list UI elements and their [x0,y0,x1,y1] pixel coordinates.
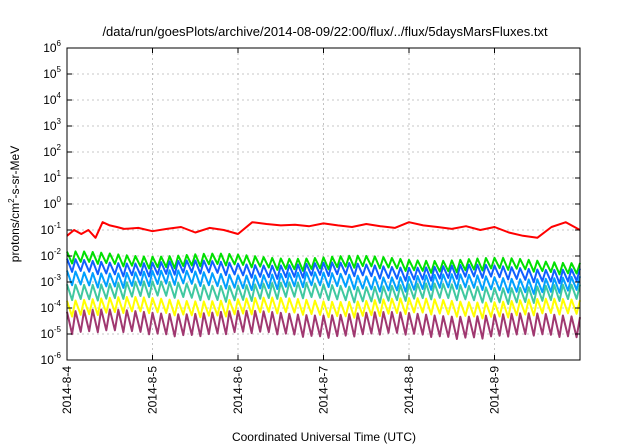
series-line-3 [66,258,581,285]
series-line-2 [66,250,581,276]
y-tick-exp: -5 [54,325,62,334]
y-tick-base: 10 [43,145,57,159]
y-tick-base: 10 [43,41,57,55]
y-tick-base: 10 [41,327,55,341]
y-tick-label: 100 [43,195,61,211]
y-tick-label: 105 [43,65,61,81]
y-tick-label: 10-6 [41,351,62,367]
x-tick-label: 2014-8-5 [146,366,160,414]
series-line-4 [66,269,581,295]
x-tick-label: 2014-8-9 [488,366,502,414]
y-tick-exp: -1 [54,221,62,230]
y-tick-label: 10-3 [41,273,62,289]
y-axis-label-rest: -s-sr-MeV [8,146,22,199]
y-tick-label: 106 [43,39,61,55]
y-tick-exp: 6 [57,39,62,48]
series-line-6 [66,296,581,320]
y-axis-label: protons/cm2-s-sr-MeV [7,146,22,262]
y-axis-label-sup: 2 [7,198,16,203]
y-tick-base: 10 [41,275,55,289]
y-tick-base: 10 [41,301,55,315]
chart-title: /data/run/goesPlots/archive/2014-08-09/2… [102,24,548,39]
series-line-7 [66,308,581,340]
y-tick-base: 10 [43,171,57,185]
y-tick-exp: -4 [54,299,62,308]
y-tick-label: 10-2 [41,247,62,263]
y-axis-ticks: 10-610-510-410-310-210-11001011021031041… [41,39,580,367]
y-tick-exp: -2 [54,247,62,256]
y-tick-label: 10-1 [41,221,62,237]
series-line-5 [66,280,581,305]
y-tick-base: 10 [43,67,57,81]
y-tick-exp: 3 [57,117,62,126]
y-tick-exp: 2 [57,143,62,152]
y-tick-exp: 5 [57,65,62,74]
y-axis-label-base: protons/cm [8,203,22,262]
x-tick-label: 2014-8-8 [402,366,416,414]
y-tick-base: 10 [41,353,55,367]
y-tick-exp: -6 [54,351,62,360]
y-tick-label: 101 [43,169,61,185]
y-tick-base: 10 [43,119,57,133]
y-tick-base: 10 [43,197,57,211]
y-tick-exp: 1 [57,169,62,178]
series-group [66,221,581,340]
series-line-1 [66,221,581,239]
y-tick-exp: 4 [57,91,62,100]
y-tick-exp: 0 [57,195,62,204]
x-axis-label: Coordinated Universal Time (UTC) [232,430,416,444]
x-tick-label: 2014-8-6 [231,366,245,414]
y-tick-base: 10 [43,93,57,107]
y-tick-label: 10-5 [41,325,62,341]
y-tick-label: 102 [43,143,61,159]
x-tick-label: 2014-8-7 [317,366,331,414]
y-tick-label: 104 [43,91,61,107]
y-tick-label: 10-4 [41,299,62,315]
x-tick-label: 2014-8-4 [60,366,74,414]
y-tick-base: 10 [41,223,55,237]
y-tick-exp: -3 [54,273,62,282]
y-tick-base: 10 [41,249,55,263]
x-axis-ticks: 2014-8-4 2014-8-5 2014-8-6 2014-8-7 2014-8-8… [60,48,502,414]
y-tick-label: 103 [43,117,61,133]
